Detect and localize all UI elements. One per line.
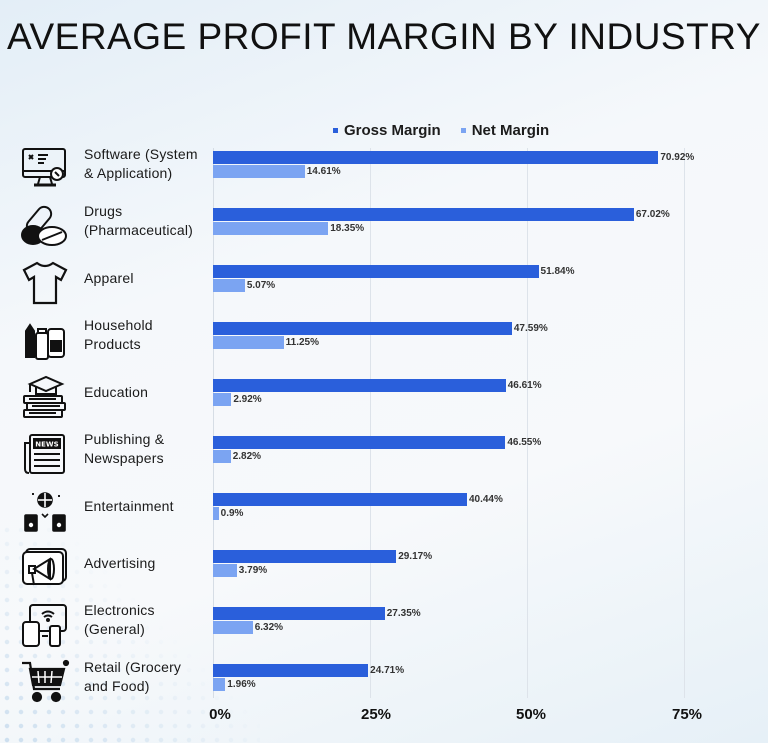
newspaper-icon: NEWS [20,431,70,477]
chart-row: Entertainment 40.44% 0.9% [0,492,768,542]
value-label-net: 5.07% [246,280,276,291]
bar-gross-margin [213,208,634,221]
value-label-net: 14.61% [306,166,341,177]
category-label: Advertising [84,555,156,571]
legend-label-gross: Gross Margin [344,122,441,139]
value-label-gross: 40.44% [468,494,503,505]
category-label: Household Products [84,317,153,352]
bar-net-margin [213,507,219,520]
category-label: Software (System & Application) [84,146,198,181]
value-label-net: 6.32% [254,622,284,633]
value-label-net: 0.9% [220,508,244,519]
graduation-cap-books-icon [20,374,70,420]
bar-net-margin [213,279,245,292]
bar-net-margin [213,621,253,634]
legend-swatch-gross [333,128,338,133]
value-label-gross: 51.84% [540,266,575,277]
value-label-net: 11.25% [285,337,320,348]
legend-swatch-net [460,128,466,133]
category-label: Retail (Grocery and Food) [84,659,182,694]
bar-net-margin [213,393,232,406]
chart-row: Advertising 29.17% 3.79% [0,548,768,599]
bar-gross-margin [213,265,539,278]
bar-net-margin [213,450,231,463]
svg-text:NEWS: NEWS [35,441,58,449]
axis-tick-0: 0% [209,706,231,723]
chart-row: Household Products 47.59% 11.25% [0,317,768,371]
bar-gross-margin [213,493,467,506]
axis-tick-75: 75% [671,706,703,723]
category-label: Electronics (General) [84,602,155,637]
value-label-net: 1.96% [227,679,256,690]
value-label-gross: 29.17% [398,551,433,562]
bar-gross-margin [213,379,506,392]
bar-gross-margin [213,550,397,563]
cleaning-bottles-icon [20,317,70,363]
legend: Gross Margin Net Margin [333,122,549,139]
category-label: Publishing & Newspapers [84,431,165,466]
bar-gross-margin [213,664,369,677]
chart-row: Education 46.61% 2.92% [0,375,768,428]
axis-tick-50: 50% [515,706,547,723]
value-label-gross: 46.55% [507,437,542,448]
category-label: Drugs (Pharmaceutical) [84,203,194,238]
value-label-net: 3.79% [238,565,268,576]
bar-gross-margin [213,607,385,620]
pills-icon [20,203,70,249]
bar-net-margin [213,222,329,235]
axis-tick-25: 25% [360,706,392,723]
bar-gross-margin [213,436,506,449]
category-label: Education [84,384,149,400]
bar-net-margin [213,336,284,349]
bar-net-margin [213,564,237,577]
gridline-50 [527,148,528,698]
bar-gross-margin [213,151,659,164]
value-label-gross: 47.59% [513,323,548,334]
disco-speakers-icon [20,488,70,534]
computer-settings-icon [20,146,70,192]
bar-net-margin [213,678,226,691]
legend-item-net: Net Margin [460,122,550,139]
chart-row: Apparel 51.84% 5.07% [0,261,768,314]
legend-item-gross: Gross Margin [333,122,441,139]
shopping-cart-icon [20,659,70,705]
value-label-net: 2.82% [232,451,262,462]
value-label-gross: 70.92% [660,152,695,163]
bar-net-margin [213,165,305,178]
chart-row: Drugs (Pharmaceutical) 67.02% 18.35% [0,203,768,257]
chart-row: Retail (Grocery and Food) 24.71% 1.96% [0,659,768,713]
value-label-gross: 67.02% [635,209,670,220]
category-label: Apparel [84,270,134,286]
devices-icon [20,602,70,648]
chart-row: Software (System & Application) 70.92% 14.… [0,146,768,200]
legend-label-net: Net Margin [471,122,550,139]
value-label-gross: 46.61% [507,380,542,391]
value-label-gross: 24.71% [370,665,405,676]
axis-line [213,148,214,698]
chart-row: NEWS Publishing & Newspapers 46.55% 2.82% [0,431,768,485]
value-label-gross: 27.35% [386,608,421,619]
megaphone-icon [20,545,70,591]
tshirt-icon [20,260,70,306]
chart-title: AVERAGE PROFIT MARGIN BY INDUSTRY [7,16,761,57]
chart-row: Electronics (General) 27.35% 6.32% [0,602,768,656]
value-label-net: 18.35% [330,223,365,234]
gridline-25 [370,148,371,698]
category-label: Entertainment [84,498,174,514]
value-label-net: 2.92% [233,394,262,405]
bar-gross-margin [213,322,512,335]
gridline-75 [684,148,685,698]
